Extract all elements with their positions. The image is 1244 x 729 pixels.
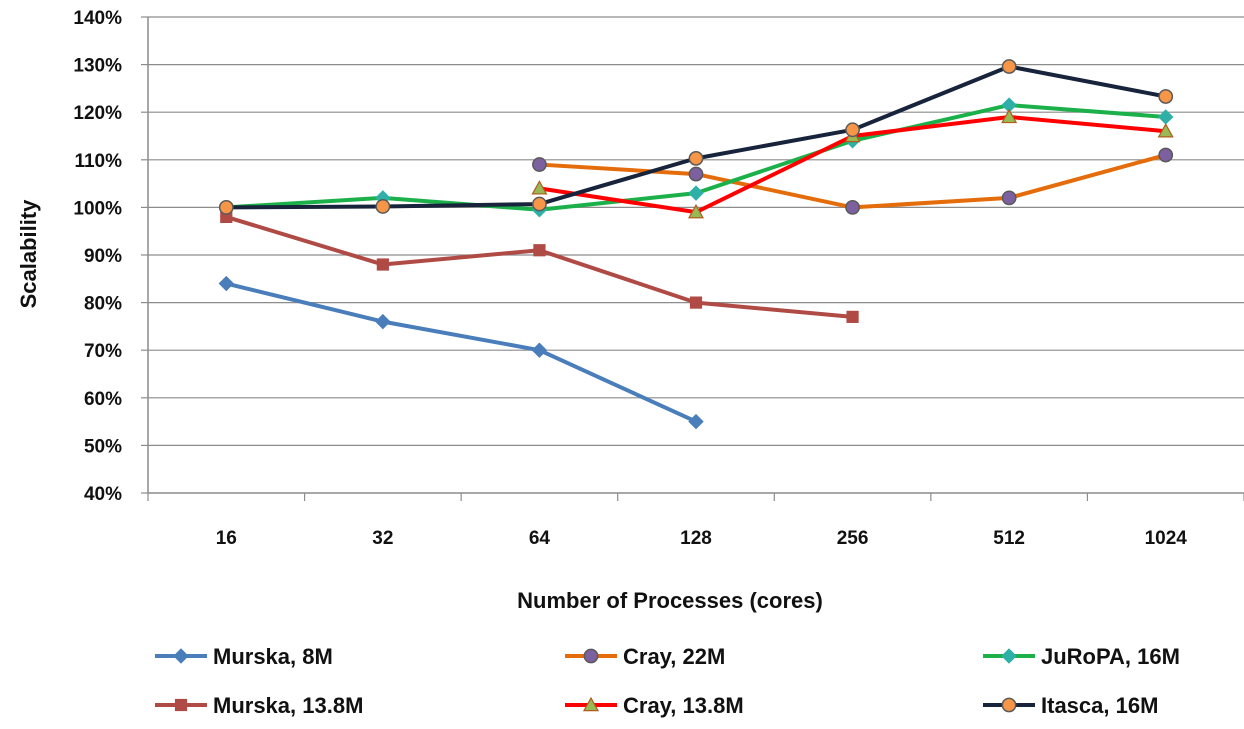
data-point <box>375 313 391 330</box>
legend-item: JuRoPA, 16M <box>983 644 1180 669</box>
data-point <box>375 199 391 214</box>
x-tick-label: 16 <box>216 528 237 549</box>
legend-item: Murska, 13.8M <box>155 693 363 718</box>
legend-item: Murska, 8M <box>155 644 333 669</box>
y-tick-label: 40% <box>84 484 122 505</box>
x-tick-label: 256 <box>837 528 869 549</box>
axes <box>141 16 1244 501</box>
legend-label: Cray, 22M <box>623 644 725 669</box>
data-point <box>1001 190 1017 206</box>
y-tick-label: 50% <box>84 436 122 457</box>
y-tick-label: 140% <box>73 8 122 29</box>
legend-label: Murska, 8M <box>213 644 333 669</box>
data-point <box>1001 108 1018 124</box>
x-tick-label: 32 <box>372 528 393 549</box>
data-point <box>688 150 704 166</box>
data-point <box>846 310 859 323</box>
series-murska-8m <box>218 275 704 430</box>
data-point <box>532 196 547 212</box>
data-point <box>376 258 389 271</box>
data-point <box>845 200 860 215</box>
y-tick-label: 80% <box>84 294 122 315</box>
legend-label: Cray, 13.8M <box>623 693 744 718</box>
y-axis-title: Scalability <box>16 199 41 309</box>
data-point <box>218 275 234 292</box>
data-point <box>583 648 599 664</box>
data-point <box>689 296 703 309</box>
series-line <box>224 214 855 319</box>
legend-item: Cray, 22M <box>565 644 725 669</box>
legend-item: Cray, 13.8M <box>565 693 744 718</box>
series-itasca-16m <box>218 59 1174 215</box>
series-layer <box>218 59 1174 430</box>
legend-label: Murska, 13.8M <box>213 693 363 718</box>
x-tick-label: 1024 <box>1145 528 1188 549</box>
series-murska-13-8m <box>220 210 859 323</box>
data-point <box>1158 89 1174 104</box>
series-line <box>224 281 698 424</box>
legend-label: JuRoPA, 16M <box>1041 644 1180 669</box>
tick-labels: 40% 50% 60% 70% 80% 90% 100% 110% 120% 130% 140% 16… <box>73 8 1187 549</box>
data-point <box>845 122 860 138</box>
x-tick-label: 64 <box>529 528 551 549</box>
data-point <box>173 648 189 664</box>
data-point <box>1158 147 1174 163</box>
data-point <box>687 203 705 219</box>
legend-label: Itasca, 16M <box>1041 693 1158 718</box>
data-point <box>582 696 600 712</box>
data-point <box>174 698 188 712</box>
data-point <box>1001 648 1017 664</box>
x-tick-label: 512 <box>993 528 1025 549</box>
data-point <box>533 244 546 257</box>
y-tick-label: 130% <box>73 56 122 77</box>
data-point <box>218 200 234 215</box>
data-point <box>688 166 704 182</box>
y-tick-label: 90% <box>84 246 122 267</box>
data-point <box>688 185 704 201</box>
legend-item: Itasca, 16M <box>983 693 1158 718</box>
data-point <box>532 157 547 172</box>
data-point <box>1157 123 1174 138</box>
x-tick-label: 128 <box>680 528 712 549</box>
y-tick-label: 110% <box>74 151 122 172</box>
y-tick-label: 70% <box>84 341 122 362</box>
y-tick-label: 60% <box>84 389 122 410</box>
legend: Murska, 8M Cray, 22M JuRoPA, 16M Murska, 13… <box>155 644 1180 718</box>
data-point <box>1001 59 1017 74</box>
data-point <box>531 180 548 195</box>
data-point <box>531 342 548 358</box>
x-axis-title: Number of Processes (cores) <box>517 588 823 613</box>
data-point <box>688 413 704 430</box>
data-point <box>1001 697 1017 713</box>
y-tick-label: 120% <box>73 103 122 124</box>
y-tick-label: 100% <box>73 198 122 219</box>
series-cray-22m <box>532 147 1174 215</box>
